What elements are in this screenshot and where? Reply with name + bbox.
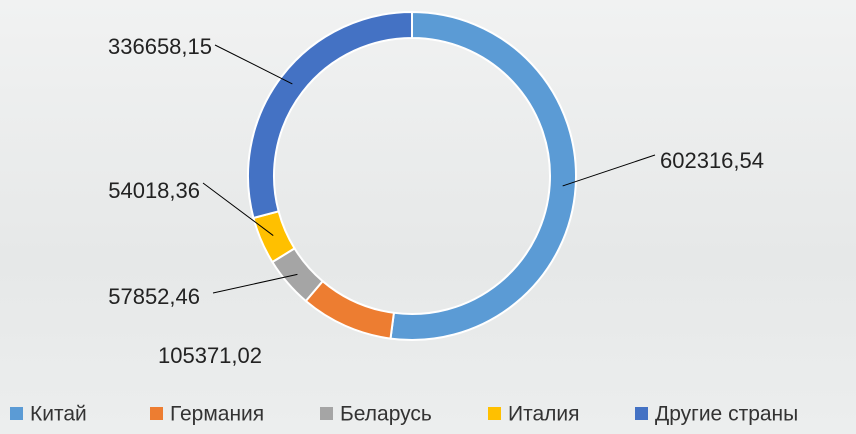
legend-label: Германия (170, 403, 264, 426)
leader-line (215, 45, 292, 84)
data-label: 105371,02 (158, 343, 262, 368)
legend-swatch (10, 407, 23, 420)
chart: 602316,54 105371,02 57852,46 54018,36 336658… (0, 0, 856, 434)
donut-slice (306, 281, 394, 338)
leader-line (213, 274, 297, 293)
data-label: 336658,15 (108, 34, 212, 59)
legend-swatch (488, 407, 501, 420)
legend-label: Беларусь (340, 403, 432, 426)
data-label: 602316,54 (660, 148, 764, 173)
page: 602316,54 105371,02 57852,46 54018,36 336658… (0, 0, 856, 434)
legend-label: Другие страны (655, 403, 798, 426)
legend-swatch (320, 407, 333, 420)
donut-slice (390, 12, 576, 340)
legend-label: Китай (30, 403, 87, 426)
legend-swatch (635, 407, 648, 420)
legend-label: Италия (508, 403, 580, 426)
data-label: 57852,46 (108, 284, 200, 309)
donut-slice (248, 12, 412, 218)
data-label: 54018,36 (108, 178, 200, 203)
legend-swatch (150, 407, 163, 420)
